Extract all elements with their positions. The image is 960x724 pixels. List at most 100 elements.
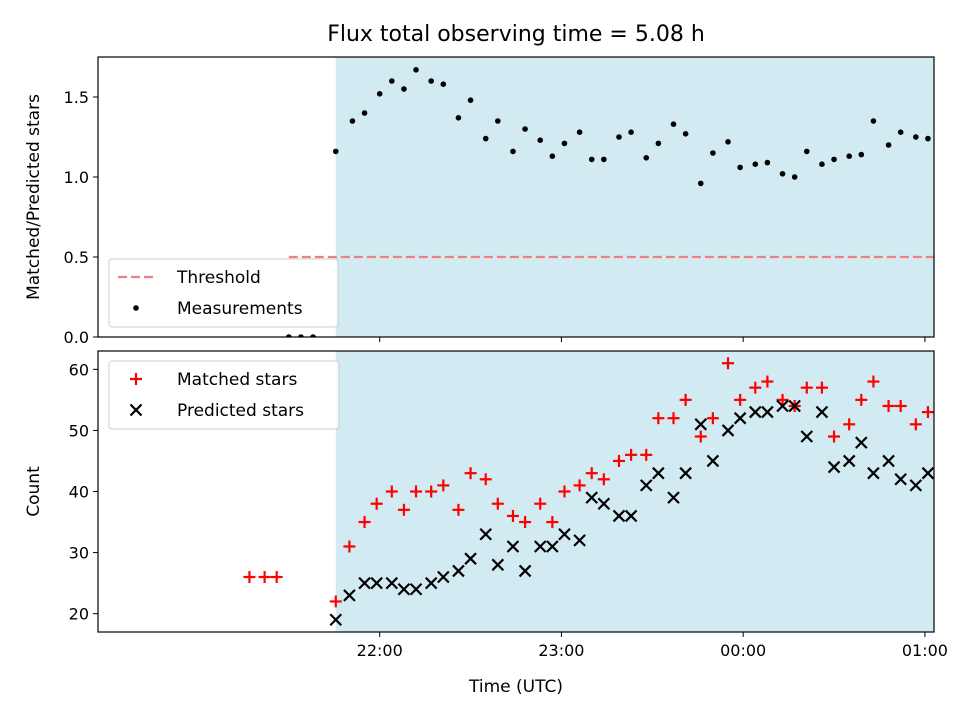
y-tick-label: 1.0 <box>64 168 89 187</box>
matched-star-marker <box>343 540 356 553</box>
measurement-point <box>897 129 904 135</box>
x-axis-label: Time (UTC) <box>468 677 563 697</box>
measurement-point <box>286 334 292 337</box>
predicted-star-marker <box>749 405 762 419</box>
measurement-point <box>803 148 810 155</box>
measurement-point <box>697 180 704 187</box>
measurement-point <box>616 134 622 140</box>
matched-star-marker <box>867 375 880 388</box>
predicted-star-marker <box>639 479 653 492</box>
predicted-star-marker <box>827 460 841 474</box>
y-tick-label: 30 <box>69 544 89 563</box>
x-tick-label: 23:00 <box>538 641 584 660</box>
axes-frame <box>97 56 935 338</box>
legend-label: Matched stars <box>177 370 297 390</box>
matched-star-marker <box>722 357 735 370</box>
chart-title: Flux total observing time = 5.08 h <box>327 22 705 47</box>
measurement-point <box>764 159 771 166</box>
measurement-point <box>332 148 339 155</box>
legend-label: Predicted stars <box>177 401 304 421</box>
matched-star-marker <box>894 399 907 412</box>
measurement-point <box>298 334 304 337</box>
measurement-point <box>710 150 716 156</box>
predicted-star-marker <box>533 540 547 553</box>
measurement-point <box>831 156 837 163</box>
measurement-point <box>376 91 383 97</box>
measurement-point <box>561 140 568 147</box>
measurement-point <box>537 137 544 143</box>
predicted-star-marker <box>370 576 383 590</box>
ratio-panel: 0.0 0.5 1.0 1.5 Matched/Predicted stars Thres… <box>24 56 935 347</box>
matched-star-marker <box>519 516 532 529</box>
measurement-point <box>588 156 595 163</box>
predicted-star-marker <box>479 527 492 541</box>
predicted-star-marker <box>733 411 747 425</box>
matched-star-marker <box>243 571 256 584</box>
predicted-star-marker <box>597 497 611 510</box>
matched-star-marker <box>843 418 856 431</box>
legend-box <box>108 360 340 430</box>
measurement-point <box>725 139 731 145</box>
measurement-point <box>601 156 607 163</box>
predicted-star-marker <box>397 582 411 596</box>
matched-star-marker <box>652 412 665 425</box>
matched-star-marker <box>585 467 598 480</box>
measurement-point <box>737 164 743 171</box>
matched-star-marker <box>464 467 477 480</box>
measurement-point <box>925 135 931 142</box>
predicted-star-marker <box>894 473 907 486</box>
matched-star-marker <box>546 516 559 529</box>
matched-star-marker <box>573 479 586 492</box>
matched-star-marker <box>921 406 934 419</box>
y-axis-label: Matched/Predicted stars <box>24 94 44 300</box>
matched-star-marker <box>506 509 519 522</box>
measurement-point <box>389 78 395 84</box>
measurement-point <box>510 148 516 155</box>
matched-star-marker <box>329 595 342 608</box>
matched-star-marker <box>270 571 283 584</box>
x-tick-label: 22:00 <box>357 641 403 660</box>
predicted-star-marker <box>491 558 505 572</box>
measurement-point <box>310 334 316 337</box>
predicted-star-marker <box>585 491 599 504</box>
y-tick-label: 20 <box>69 605 89 624</box>
predicted-star-marker <box>667 491 680 504</box>
matched-star-marker <box>734 393 747 406</box>
predicted-star-marker <box>518 564 532 578</box>
matched-star-marker <box>625 448 638 461</box>
plot-area <box>243 351 934 632</box>
predicted-star-marker <box>867 466 880 480</box>
matched-star-marker <box>452 503 465 516</box>
measurement-point <box>467 97 474 103</box>
predicted-star-marker <box>612 509 626 523</box>
predicted-star-marker <box>652 466 665 480</box>
matched-star-marker <box>667 412 680 425</box>
legend-measurement-swatch <box>133 305 139 311</box>
count-panel: 20 30 40 50 60 22:00 23:00 00:00 01:00 Count Match… <box>24 350 948 660</box>
predicted-star-marker <box>721 424 735 437</box>
predicted-star-marker <box>546 540 559 553</box>
predicted-star-marker <box>573 534 586 547</box>
matched-star-marker <box>410 485 423 498</box>
predicted-star-marker <box>706 454 720 468</box>
predicted-star-marker <box>788 399 801 413</box>
matched-star-marker <box>909 418 922 431</box>
predicted-star-marker <box>506 540 520 553</box>
legend-matched-swatch <box>130 373 142 385</box>
legend-label: Threshold <box>176 268 261 288</box>
matched-star-marker <box>855 393 868 406</box>
measurement-point <box>752 161 759 167</box>
matched-star-marker <box>679 393 692 406</box>
predicted-star-marker <box>424 576 438 590</box>
matched-star-marker <box>612 454 625 467</box>
matched-star-marker <box>815 381 828 394</box>
matched-star-marker <box>761 375 774 388</box>
predicted-star-marker <box>409 582 423 596</box>
measurement-point <box>349 118 356 124</box>
matched-star-marker <box>706 412 719 425</box>
matched-star-marker <box>749 381 762 394</box>
y-tick-label: 40 <box>69 483 89 502</box>
matched-star-marker <box>882 399 895 412</box>
measurement-point <box>495 118 501 124</box>
